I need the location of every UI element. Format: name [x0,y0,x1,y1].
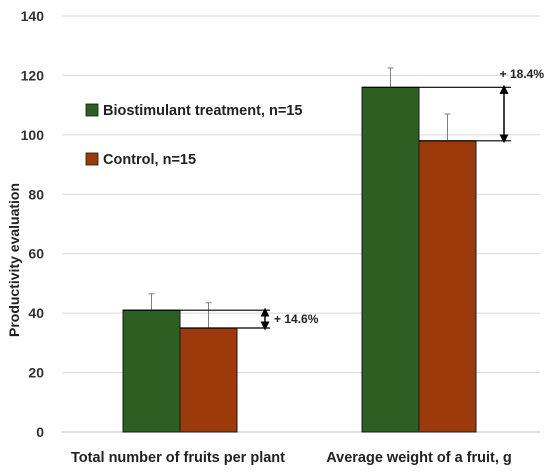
difference-label: + 18.4% [500,67,545,81]
legend: Biostimulant treatment, n=15 Control, n=1… [85,103,302,168]
legend-swatch [85,103,99,117]
difference-label: + 14.6% [274,312,319,326]
y-tick-label: 0 [36,424,44,440]
bar [418,140,477,433]
y-axis-label: Productivity evaluation [6,183,22,337]
legend-label: Biostimulant treatment, n=15 [103,103,302,119]
legend-swatch [85,152,99,166]
bar [122,309,181,433]
legend-label: Control, n=15 [103,152,196,168]
y-tick-label: 40 [28,305,44,321]
x-category-label: Total number of fruits per plant [71,450,285,466]
y-tick-label: 80 [28,186,44,202]
bar [361,86,420,433]
bars [122,86,477,433]
y-tick-label: 60 [28,246,44,262]
y-tick-labels: 0 20 40 60 80 100 120 140 [21,8,45,440]
y-tick-label: 100 [21,127,45,143]
y-tick-label: 20 [28,365,44,381]
x-category-labels: Total number of fruits per plant Average … [71,450,512,466]
x-category-label: Average weight of a fruit, g [326,450,512,466]
bar [179,327,238,433]
difference-annotations: + 14.6% + 18.4% [123,67,545,331]
y-tick-label: 120 [21,67,45,83]
error-bars [148,67,451,328]
y-tick-label: 140 [21,8,45,24]
